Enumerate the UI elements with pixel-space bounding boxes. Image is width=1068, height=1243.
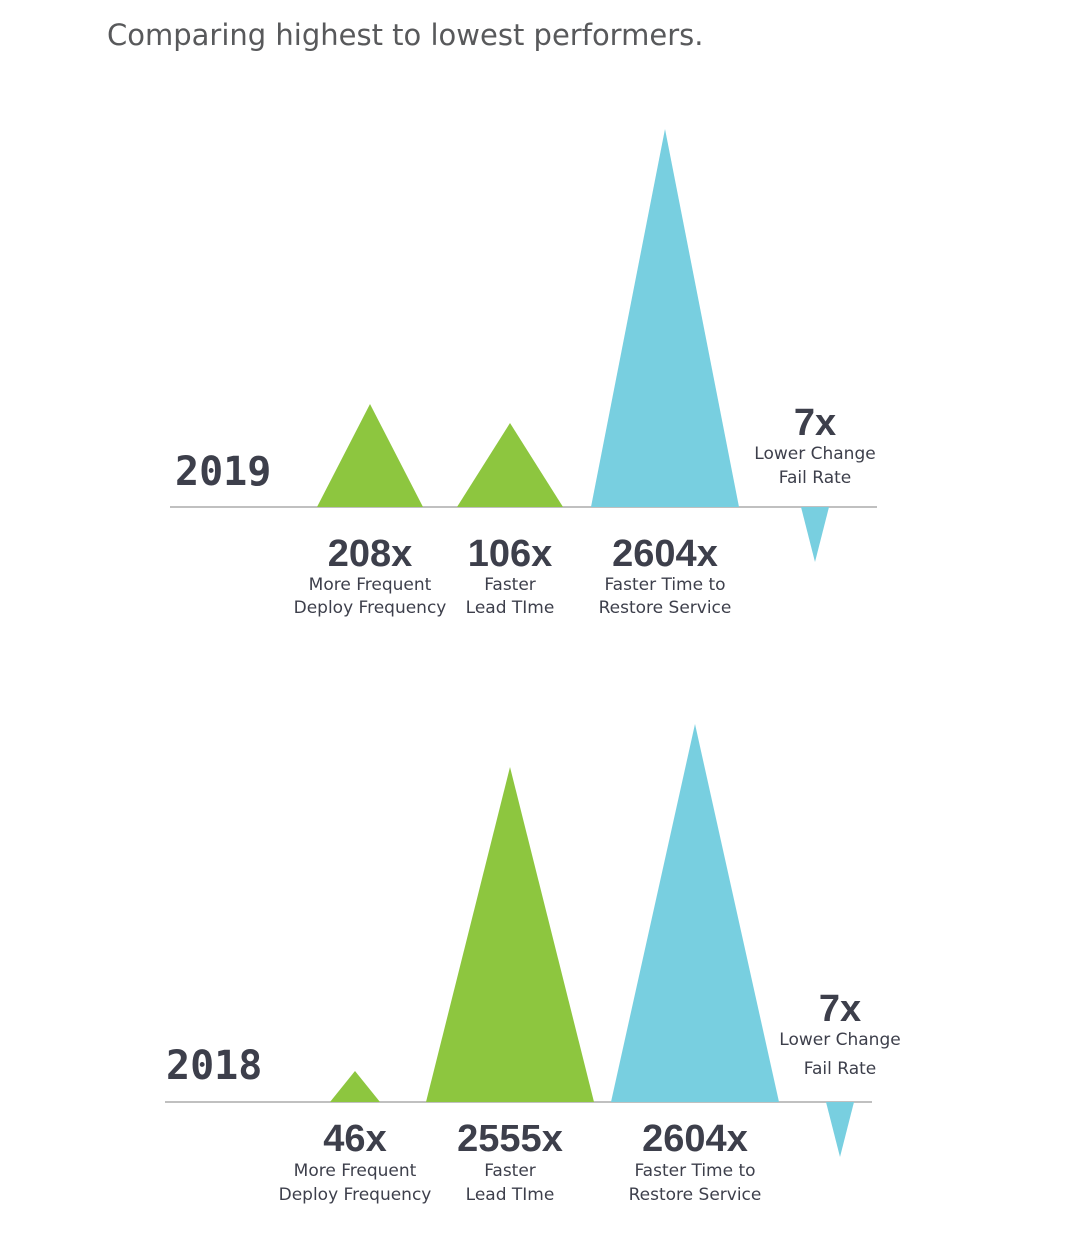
triangle-mark-3 (611, 724, 779, 1102)
triangle-mark-4 (801, 507, 829, 562)
desc-label: Deploy Frequency (294, 598, 447, 618)
desc-label: Lead TIme (466, 598, 555, 618)
desc-label: More Frequent (309, 575, 432, 595)
triangle-mark-3 (591, 129, 739, 507)
desc-label: Faster (484, 1161, 536, 1181)
desc-label: Restore Service (599, 598, 732, 618)
triangle-mark-2 (426, 767, 594, 1102)
desc-label: Deploy Frequency (279, 1185, 432, 1205)
desc-label: Lower Change (754, 444, 875, 464)
value-label: 2604x (612, 533, 718, 575)
value-label: 2555x (457, 1118, 563, 1160)
desc-label: Fail Rate (804, 1059, 876, 1079)
page-title: Comparing highest to lowest performers. (107, 18, 704, 52)
desc-label: More Frequent (294, 1161, 417, 1181)
desc-label: Fail Rate (779, 468, 851, 488)
desc-label: Faster Time to (634, 1161, 755, 1181)
value-label: 208x (328, 533, 413, 575)
value-label: 7x (794, 402, 836, 444)
desc-label: Restore Service (629, 1185, 762, 1205)
value-label: 7x (819, 988, 861, 1030)
value-label: 46x (323, 1118, 386, 1160)
desc-label: Faster Time to (604, 575, 725, 595)
triangle-mark-1 (330, 1071, 380, 1102)
year-label: 2019 (175, 449, 271, 495)
value-label: 2604x (642, 1118, 748, 1160)
triangle-mark-2 (457, 423, 563, 507)
desc-label: Lead TIme (466, 1185, 555, 1205)
value-label: 106x (468, 533, 553, 575)
year-label: 2018 (166, 1043, 262, 1089)
desc-label: Lower Change (779, 1030, 900, 1050)
triangle-mark-4 (826, 1102, 854, 1157)
desc-label: Faster (484, 575, 536, 595)
triangle-mark-1 (317, 404, 423, 507)
